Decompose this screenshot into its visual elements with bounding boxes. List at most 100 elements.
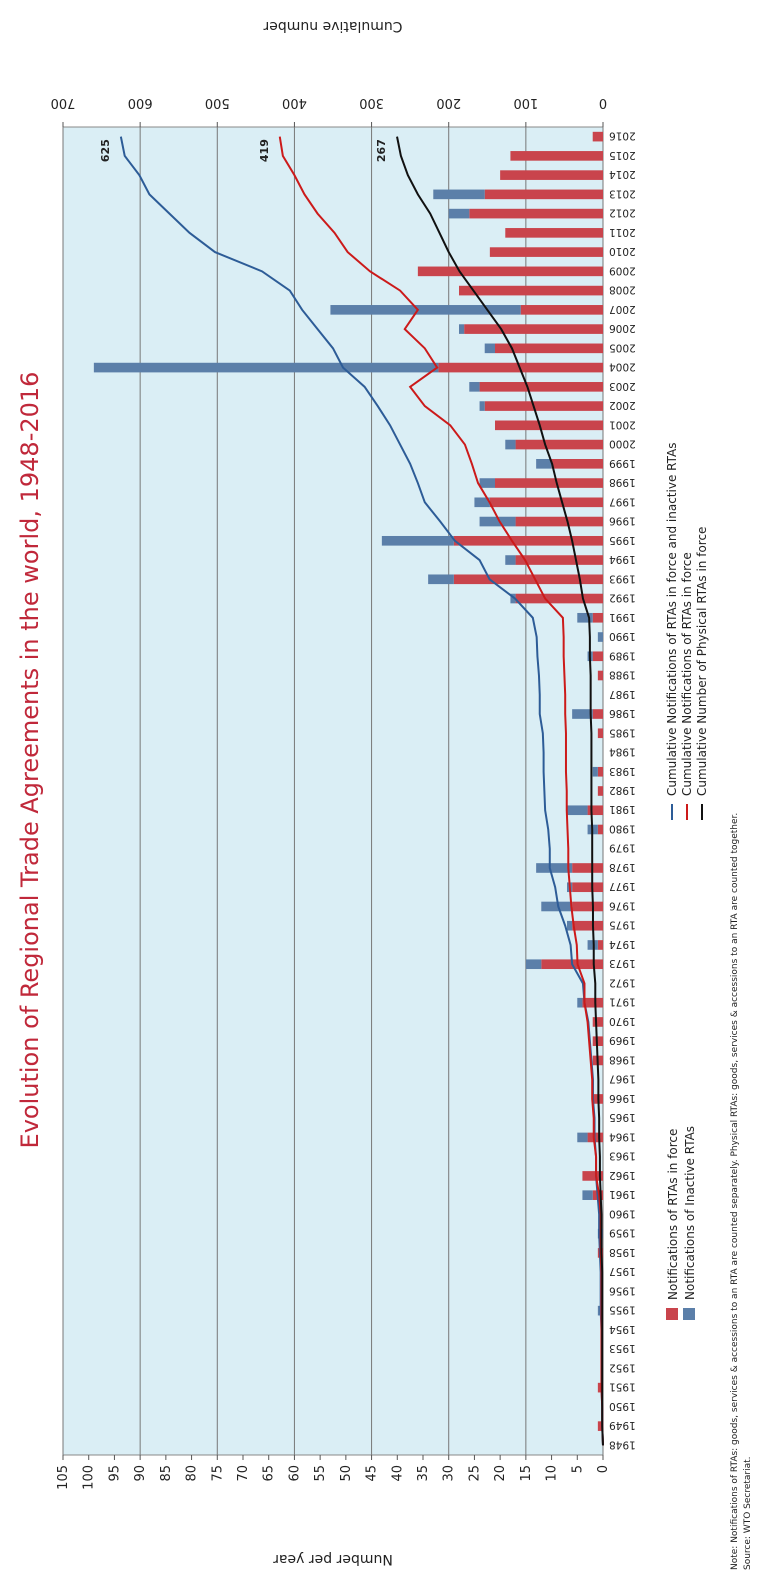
bar [469, 208, 603, 219]
bar [484, 343, 496, 354]
x-tick-label: 1969 [609, 1034, 636, 1046]
y-tick-label: 40 [390, 1465, 405, 1482]
bar [592, 651, 604, 662]
bar [582, 997, 604, 1008]
bar [582, 1190, 593, 1200]
x-tick-label: 1971 [609, 996, 636, 1008]
bar [330, 305, 521, 315]
bar [464, 324, 603, 334]
bar [592, 612, 604, 623]
y2-tick-label: 200 [436, 95, 461, 110]
end-label: 267 [375, 139, 388, 162]
bar [577, 1132, 588, 1143]
x-tick-label: 2015 [609, 149, 636, 161]
bar [592, 766, 598, 777]
x-tick-label: 2010 [609, 245, 636, 257]
bar [577, 997, 583, 1008]
y2-tick-label: 600 [128, 95, 153, 110]
y-tick-label: 55 [313, 1465, 328, 1482]
bar [597, 728, 603, 739]
source: Source: WTO Secretariat. [743, 1456, 753, 1570]
x-tick-label: 1957 [609, 1265, 636, 1277]
x-tick-label: 1970 [609, 1015, 636, 1027]
x-tick-label: 1955 [609, 1304, 636, 1316]
y-tick-label: 65 [262, 1465, 277, 1482]
x-tick-label: 2004 [609, 361, 636, 373]
x-tick-label: 1951 [609, 1381, 636, 1393]
bar [515, 555, 603, 565]
y-tick-label: 30 [442, 1465, 457, 1482]
bar [592, 709, 604, 719]
x-tick-label: 2009 [609, 264, 636, 276]
x-tick-label: 1976 [609, 899, 636, 911]
x-tick-label: 1949 [609, 1419, 636, 1431]
y-tick-label: 10 [545, 1465, 560, 1482]
bar [520, 305, 604, 315]
y-axis-label: Number per year [273, 1551, 393, 1567]
line [396, 136, 604, 1446]
y-tick-label: 0 [596, 1465, 611, 1473]
x-tick-label: 1968 [609, 1053, 636, 1065]
bar [469, 382, 480, 392]
x-tick-label: 1980 [609, 822, 636, 834]
x-tick-label: 1987 [609, 688, 636, 700]
x-tick-label: 1996 [609, 515, 636, 527]
bar [495, 478, 603, 488]
y2-tick-label: 0 [599, 95, 607, 110]
x-tick-label: 1990 [609, 630, 636, 642]
y-tick-label: 75 [210, 1465, 225, 1482]
bar [551, 458, 603, 469]
y-tick-label: 50 [339, 1465, 354, 1482]
x-tick-label: 1977 [609, 880, 636, 892]
y-tick-label: 100 [82, 1465, 97, 1490]
bar [597, 940, 603, 950]
note: Note: Notifications of RTAs: goods, serv… [730, 813, 740, 1570]
x-tick-label: 2006 [609, 322, 636, 334]
bar [381, 535, 454, 546]
bar [484, 401, 604, 411]
x-tick-label: 1959 [609, 1227, 636, 1239]
legend-label: Cumulative Notifications of RTAs in forc… [680, 552, 694, 796]
bar [597, 766, 603, 777]
bar [474, 497, 490, 508]
x-tick-label: 2011 [609, 226, 636, 238]
bar [597, 824, 603, 835]
bar [505, 439, 516, 450]
bar [597, 786, 603, 796]
x-tick-label: 1974 [609, 938, 636, 950]
bar [597, 670, 603, 681]
chart-frame: Evolution of Regional Trade Agreements i… [16, 18, 753, 1570]
x-tick-label: 1982 [609, 784, 636, 796]
y2-tick-label: 500 [205, 95, 230, 110]
x-tick-label: 1973 [609, 957, 636, 969]
y-tick-label: 45 [365, 1465, 380, 1482]
bar [489, 247, 604, 257]
bar [567, 805, 588, 816]
legend-label: Cumulative Number of Physical RTAs in fo… [695, 527, 709, 796]
bar [572, 863, 604, 873]
bar [459, 285, 603, 296]
x-tick-label: 1989 [609, 649, 636, 661]
x-tick-label: 1948 [609, 1438, 636, 1450]
x-tick-label: 1950 [609, 1400, 636, 1412]
bar [505, 555, 516, 565]
x-tick-label: 2002 [609, 399, 636, 411]
x-tick-label: 1962 [609, 1169, 636, 1181]
y-tick-label: 80 [185, 1465, 200, 1482]
y2-axis-label: Cumulative number [263, 18, 402, 34]
bar [572, 901, 604, 912]
bar [428, 574, 454, 585]
x-tick-label: 1997 [609, 495, 636, 507]
bar [479, 516, 516, 527]
legend-label: Cumulative Notifications of RTAs in forc… [665, 443, 679, 796]
bar [500, 170, 603, 180]
bar [587, 805, 603, 816]
x-tick-label: 1994 [609, 553, 636, 565]
x-tick-label: 2012 [609, 207, 636, 219]
x-tick-label: 2013 [609, 187, 636, 199]
y-tick-label: 20 [493, 1465, 508, 1482]
y-tick-label: 60 [287, 1465, 302, 1482]
x-tick-label: 1998 [609, 476, 636, 488]
y-tick-label: 5 [570, 1465, 585, 1473]
